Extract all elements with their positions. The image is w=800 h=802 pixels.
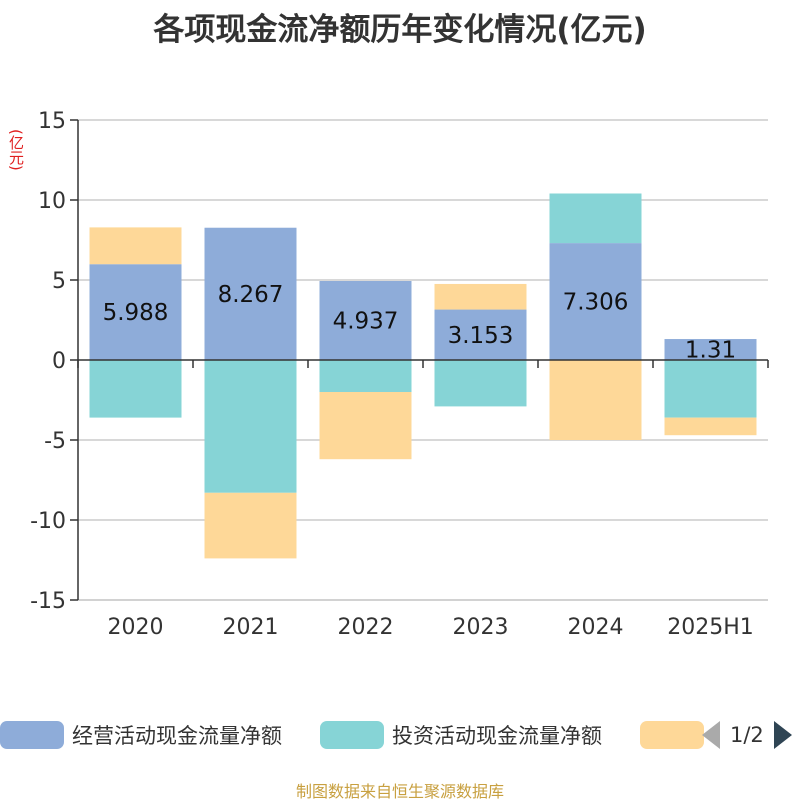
x-tick-label: 2024: [568, 615, 624, 640]
legend-label-operating: 经营活动现金流量净额: [72, 724, 282, 748]
legend-prev-icon[interactable]: [702, 721, 720, 749]
y-axis-unit: (亿元): [7, 129, 25, 171]
x-tick-label: 2022: [338, 615, 394, 640]
bar-2020-series-0: [89, 264, 182, 360]
legend-swatch-financing: [640, 721, 704, 749]
data-label-2023: 3.153: [448, 323, 514, 349]
data-label-2024: 7.306: [563, 290, 629, 316]
bar-2025H1-series-0: [664, 339, 757, 360]
x-tick-label: 2025H1: [667, 615, 754, 640]
chart-svg: 5.988 8.267 4.937 3.153 7.306 1.31 15 10 5 0 -5 -1…: [30, 109, 769, 640]
y-tick-label: 15: [38, 109, 66, 134]
bar-2020-series-1: [89, 360, 182, 418]
legend-item-operating[interactable]: 经营活动现金流量净额: [0, 715, 282, 755]
bar-2022-series-1: [319, 360, 412, 392]
axes: 15 10 5 0 -5 -10 -15 2020 2021 2022 2023 2024 2025H1: [30, 109, 769, 640]
bar-2024-series-2: [549, 360, 642, 440]
bar-2021-series-0: [204, 227, 297, 360]
x-tick-label: 2021: [223, 615, 279, 640]
bar-2022-series-2: [319, 392, 412, 460]
legend-item-financing[interactable]: [640, 715, 704, 755]
bars: [89, 193, 757, 559]
y-tick-label: 0: [52, 349, 66, 374]
y-tick-label: 10: [38, 189, 66, 214]
bar-2024-series-0: [549, 243, 642, 360]
bar-labels: 5.988 8.267 4.937 3.153 7.306 1.31: [103, 282, 737, 364]
y-tick-label: 5: [52, 269, 66, 294]
legend-page-indicator: 1/2: [730, 723, 764, 747]
bar-2020-series-2: [89, 227, 182, 265]
x-tick-label: 2023: [453, 615, 509, 640]
data-label-2025H1: 1.31: [685, 338, 736, 364]
x-tick-label: 2020: [108, 615, 164, 640]
bar-2021-series-2: [204, 492, 297, 559]
bar-2023-series-2: [434, 283, 527, 310]
bar-2025H1-series-1: [664, 360, 757, 418]
legend-label-investing: 投资活动现金流量净额: [392, 724, 602, 748]
bar-2024-series-1: [549, 193, 642, 244]
legend-swatch-investing: [320, 721, 384, 749]
y-tick-label: -10: [30, 509, 66, 534]
data-label-2022: 4.937: [333, 309, 399, 335]
legend-item-investing[interactable]: 投资活动现金流量净额: [320, 715, 602, 755]
legend: 经营活动现金流量净额 投资活动现金流量净额 1/2: [0, 715, 800, 755]
bar-2023-series-0: [434, 309, 527, 360]
chart-title: 各项现金流净额历年变化情况(亿元): [153, 12, 647, 48]
legend-pager: 1/2: [702, 715, 792, 755]
legend-swatch-operating: [0, 721, 64, 749]
bar-2022-series-0: [319, 281, 412, 360]
y-tick-label: -5: [44, 429, 66, 454]
bar-2025H1-series-2: [664, 417, 757, 436]
legend-next-icon[interactable]: [773, 721, 792, 749]
bar-2023-series-1: [434, 360, 527, 407]
y-tick-label: -15: [30, 589, 66, 614]
source-footer: 制图数据来自恒生聚源数据库: [295, 782, 504, 801]
grid-lines: [78, 119, 768, 601]
data-label-2021: 8.267: [218, 282, 284, 308]
data-label-2020: 5.988: [103, 300, 169, 326]
bar-2021-series-1: [204, 360, 297, 493]
